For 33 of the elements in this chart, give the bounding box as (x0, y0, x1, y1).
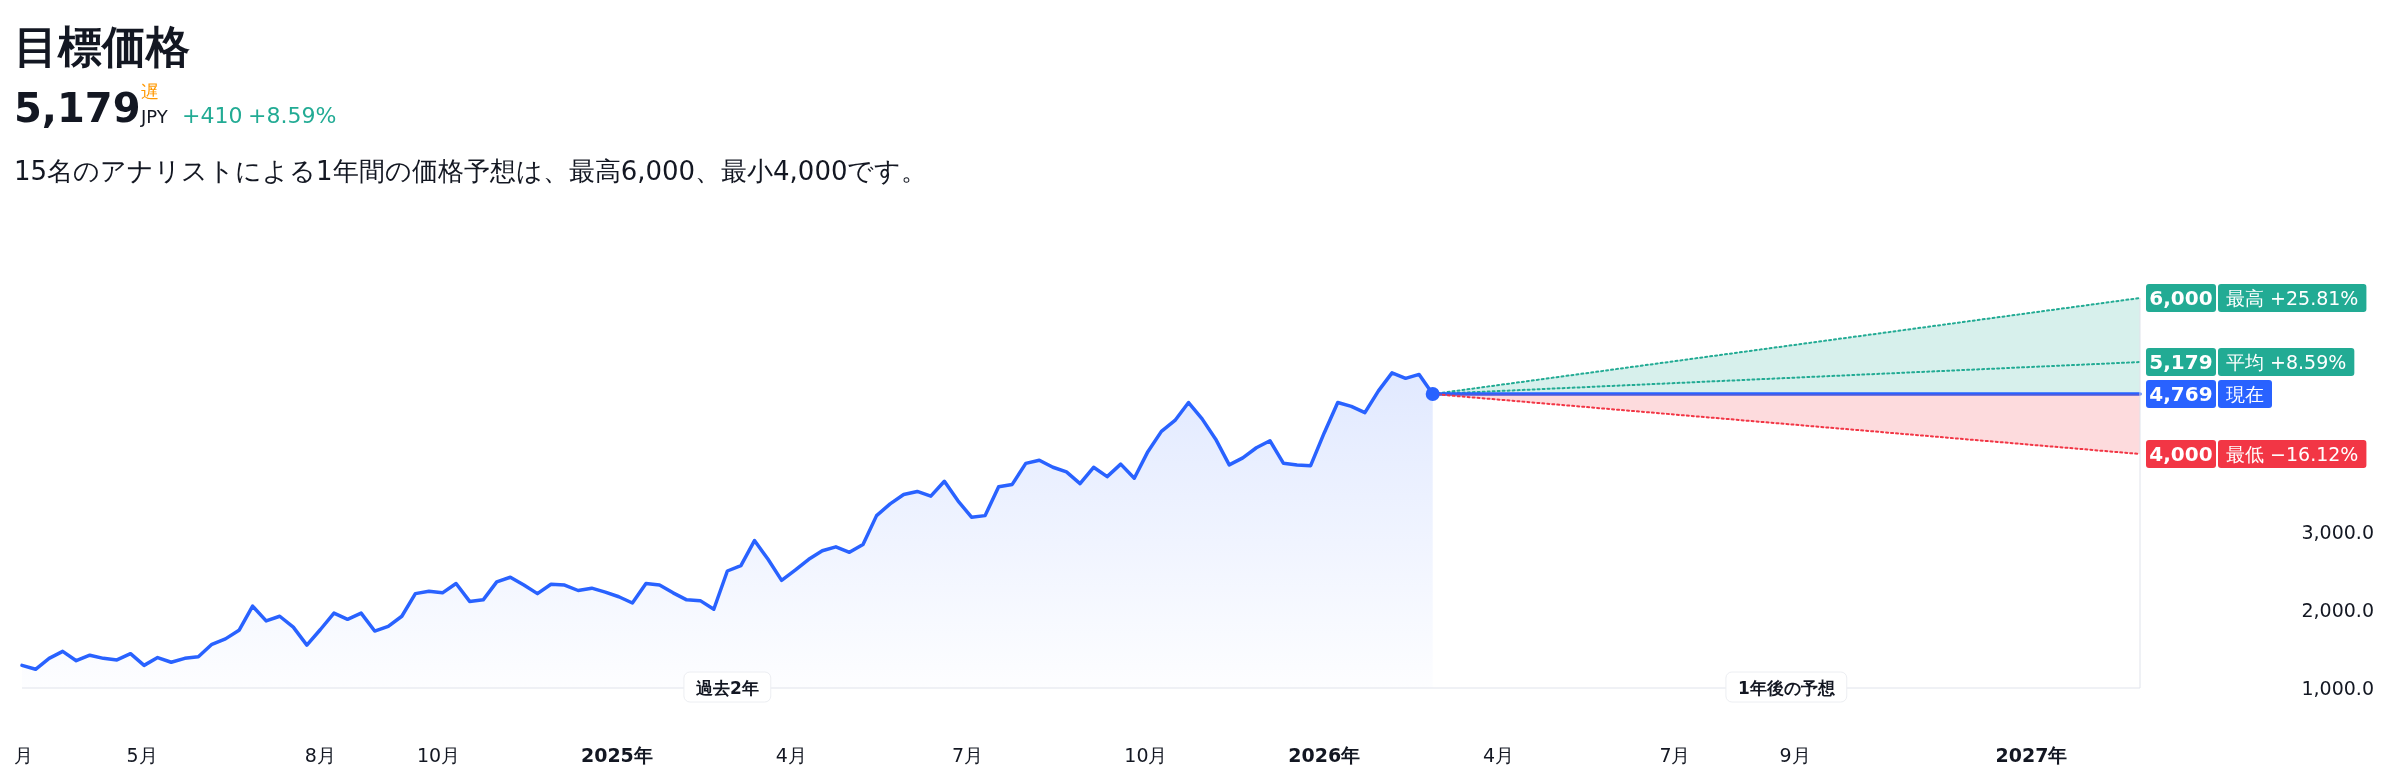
annotation: 過去2年 (694, 678, 759, 698)
data-label: 6,000 (2149, 286, 2213, 310)
chart-title: 目標価格 (14, 21, 190, 72)
chart-subtitle: 15名のアナリストによる1年間の価格予想は、最高6,000、最小4,000です。 (14, 156, 928, 186)
y-tick-label: 3,000.0 (2301, 521, 2374, 543)
x-tick-label: 7月 (952, 744, 984, 766)
text: JPY (140, 106, 169, 127)
x-tick-label: 7月 (1659, 744, 1691, 766)
data-label: 4,000 (2149, 442, 2213, 466)
x-tick-label: 2026年 (1288, 744, 1361, 766)
y-tick-label: 2,000.0 (2301, 599, 2374, 621)
x-tick-label: 5月 (126, 744, 158, 766)
y-tick-label: 1,000.0 (2301, 677, 2374, 699)
x-tick-label: 2027年 (1995, 744, 2068, 766)
text: 5,179 (14, 85, 141, 131)
x-tick-label: 8月 (304, 744, 336, 766)
annotation: 1年後の予想 (1737, 678, 1836, 698)
legend-label: 平均 +8.59% (2226, 351, 2347, 374)
x-tick-label: 月 (14, 744, 34, 766)
legend-label: 最高 +25.81% (2226, 287, 2359, 309)
legend-label: 現在 (2226, 383, 2264, 406)
data-label: 5,179 (2149, 350, 2213, 375)
text: +410 (182, 103, 243, 128)
data-label: 4,769 (2149, 382, 2213, 407)
text: +8.59% (248, 103, 337, 128)
x-tick-label: 10月 (1124, 744, 1168, 766)
x-tick-label: 2025年 (580, 744, 653, 766)
legend-label: 最低 −16.12% (2226, 443, 2359, 465)
x-tick-label: 9月 (1779, 744, 1811, 766)
x-tick-label: 10月 (417, 744, 461, 766)
text: 遅 (141, 81, 159, 102)
x-tick-label: 4月 (775, 744, 807, 766)
x-tick-label: 4月 (1483, 744, 1515, 766)
